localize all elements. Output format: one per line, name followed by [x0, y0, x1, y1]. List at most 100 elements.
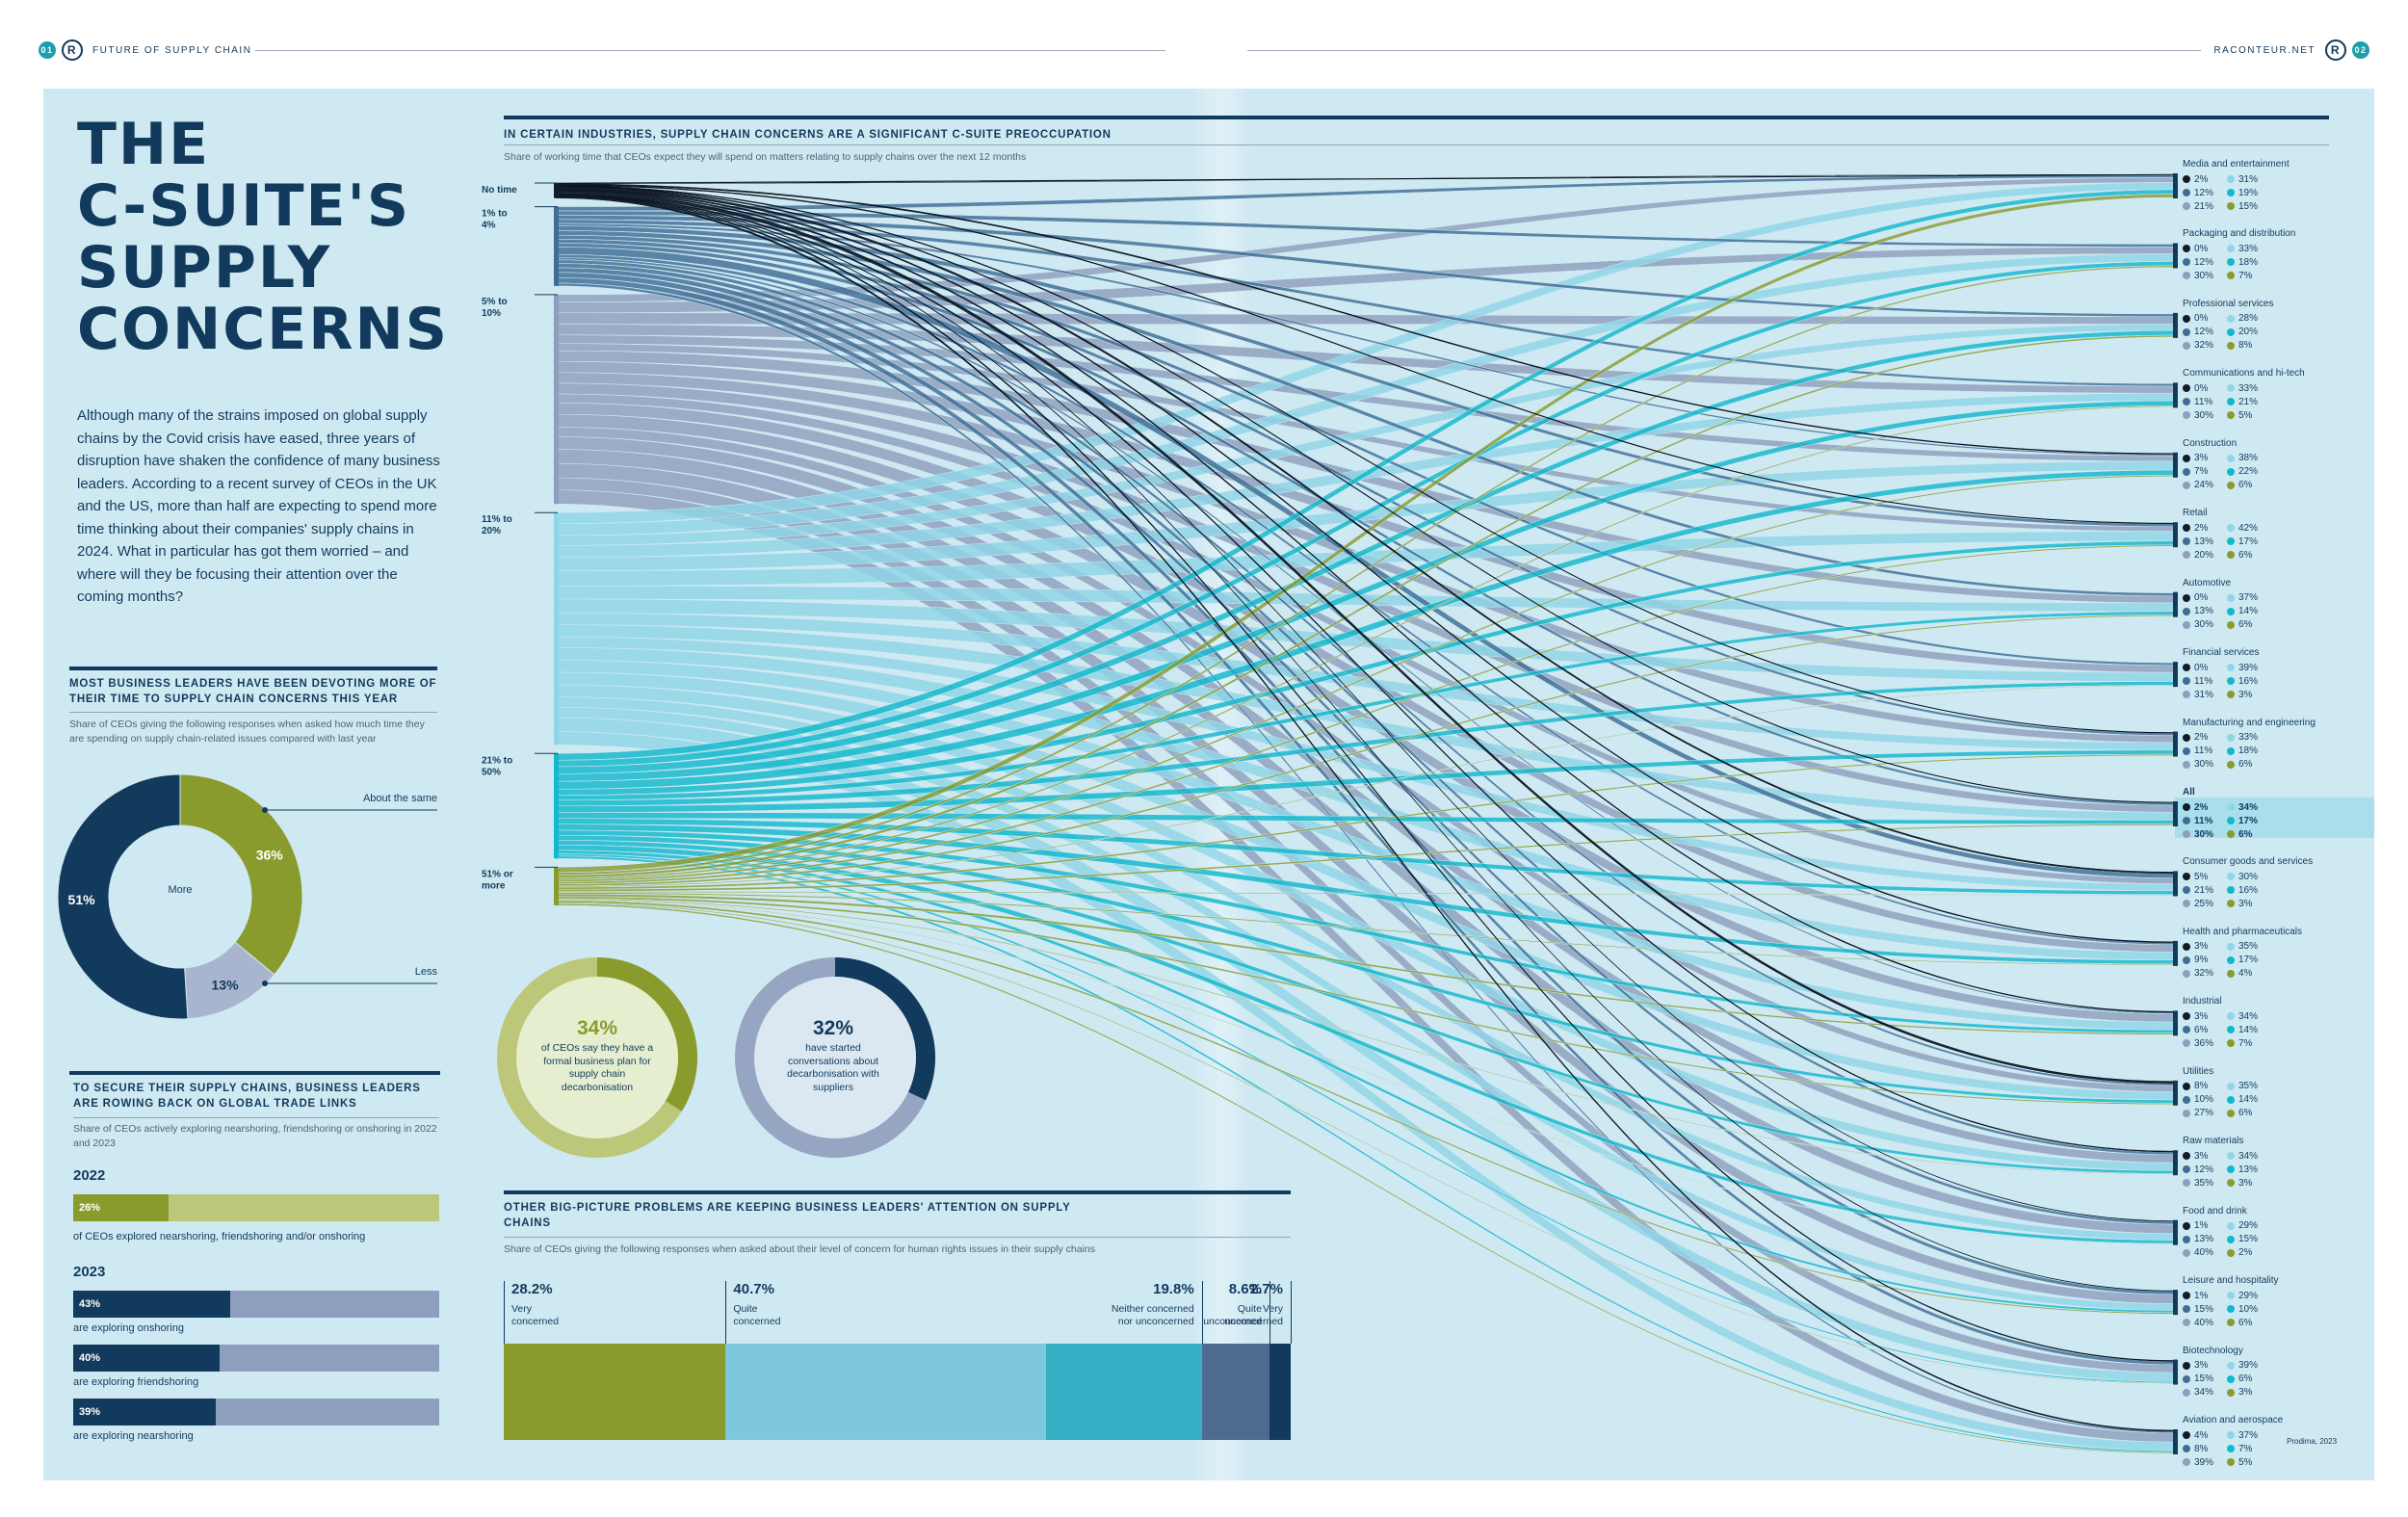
industry-value: 3%: [2183, 1359, 2227, 1373]
industry-value: 12%: [2183, 326, 2227, 339]
industry-values: 4% 37% 8% 7% 39% 5%: [2183, 1428, 2366, 1469]
industry-values: 3% 39% 15% 6% 34% 3%: [2183, 1359, 2366, 1399]
industry-value: 19%: [2227, 186, 2271, 199]
industry-value: 2%: [2183, 521, 2227, 535]
concern-label: 40.7% Quite concerned: [733, 1281, 780, 1328]
industry-value: 42%: [2227, 521, 2271, 535]
industry-value: 12%: [2183, 1163, 2227, 1176]
legend-dot-icon: [2183, 691, 2190, 699]
legend-dot-icon: [2183, 746, 2190, 755]
sankey-source-node: [554, 183, 559, 198]
industry-label-group: Aviation and aerospace 4% 37% 8% 7% 39% 5%: [2183, 1415, 2366, 1469]
industry-value: 37%: [2227, 1428, 2271, 1442]
donut-section-subtitle: Share of CEOs giving the following respo…: [69, 719, 425, 745]
industry-values: 3% 34% 12% 13% 35% 3%: [2183, 1149, 2366, 1190]
industry-value: 4%: [2227, 967, 2271, 981]
legend-dot-icon: [2183, 1374, 2190, 1383]
legend-dot-icon: [2183, 1152, 2190, 1161]
sankey-source-node: [554, 294, 559, 505]
sankey-subtitle: Share of working time that CEOs expect t…: [504, 151, 1027, 163]
industry-value: 7%: [2227, 1036, 2271, 1050]
sankey-destination-node: [2173, 173, 2178, 198]
legend-dot-icon: [2227, 1165, 2235, 1174]
sankey-source-label: 4%: [482, 221, 496, 231]
legend-dot-icon: [2227, 1179, 2235, 1188]
donut-value-label: 36%: [256, 847, 284, 862]
industry-value: 2%: [2227, 1246, 2271, 1260]
industry-value: 39%: [2227, 661, 2271, 674]
legend-dot-icon: [2227, 955, 2235, 964]
sankey-source-label: 50%: [482, 767, 501, 777]
legend-dot-icon: [2183, 537, 2190, 546]
industry-value: 18%: [2227, 255, 2271, 269]
legend-dot-icon: [2227, 537, 2235, 546]
concern-label: 8.6% Quite unconcerned: [1069, 1281, 1262, 1328]
legend-dot-icon: [2227, 314, 2235, 323]
industry-value: 3%: [2227, 897, 2271, 910]
industry-name: Construction: [2183, 437, 2238, 449]
trade-bar-label: of CEOs explored nearshoring, friendshor…: [73, 1231, 366, 1242]
industry-value: 15%: [2227, 199, 2271, 213]
legend-dot-icon: [2227, 327, 2235, 336]
industry-value: 1%: [2183, 1289, 2227, 1302]
industry-value: 11%: [2183, 814, 2227, 827]
industry-value: 28%: [2227, 312, 2271, 326]
decarb-right-text: 32% have started conversations about dec…: [761, 1017, 905, 1094]
trade-bar-2022: 26%: [73, 1194, 439, 1221]
legend-dot-icon: [2227, 1012, 2235, 1021]
chart-source: Prodima, 2023: [2287, 1437, 2338, 1446]
legend-dot-icon: [2183, 607, 2190, 615]
sankey-destination-node: [2173, 452, 2178, 478]
sankey-source-label: 10%: [482, 308, 501, 319]
industry-value: 21%: [2183, 199, 2227, 213]
sankey-source-label: more: [482, 880, 506, 891]
industry-label-group: Packaging and distribution 0% 33% 12% 18% 30%…: [2183, 228, 2366, 282]
industry-label-group: Biotechnology 3% 39% 15% 6% 34% 3%: [2183, 1346, 2366, 1399]
industry-value: 1%: [2183, 1219, 2227, 1233]
industry-value: 30%: [2183, 758, 2227, 772]
decarb-left-text: 34% of CEOs say they have a formal busin…: [525, 1017, 669, 1094]
sankey-source-label: 5% to: [482, 297, 508, 307]
industry-name: All: [2183, 787, 2195, 798]
legend-dot-icon: [2183, 1305, 2190, 1314]
industry-values: 1% 29% 15% 10% 40% 6%: [2183, 1289, 2366, 1329]
legend-dot-icon: [2183, 1292, 2190, 1300]
legend-dot-icon: [2183, 1431, 2190, 1439]
industry-value: 39%: [2183, 1455, 2227, 1469]
industry-value: 2%: [2183, 800, 2227, 814]
industry-name: Aviation and aerospace: [2183, 1415, 2284, 1425]
legend-dot-icon: [2183, 258, 2190, 267]
legend-dot-icon: [2227, 175, 2235, 183]
trade-bar-label: are exploring onshoring: [73, 1322, 184, 1334]
legend-dot-icon: [2227, 1388, 2235, 1397]
industry-values: 1% 29% 13% 15% 40% 2%: [2183, 1219, 2366, 1260]
industry-value: 34%: [2183, 1386, 2227, 1399]
industry-value: 29%: [2227, 1289, 2271, 1302]
concern-value: 2.7%: [1249, 1281, 1283, 1297]
donut-label-less: Less: [415, 966, 438, 978]
industry-values: 2% 31% 12% 19% 21% 15%: [2183, 172, 2366, 213]
industry-label-group: Communications and hi-tech 0% 33% 11% 21% 30%…: [2183, 368, 2366, 422]
legend-dot-icon: [2183, 1248, 2190, 1257]
industry-value: 8%: [2183, 1442, 2227, 1455]
donut-slice-more: [58, 773, 189, 1020]
industry-value: 22%: [2227, 465, 2271, 479]
industry-name: Raw materials: [2183, 1136, 2244, 1147]
legend-dot-icon: [2227, 817, 2235, 824]
industry-label-group: Food and drink 1% 29% 13% 15% 40% 2%: [2183, 1206, 2366, 1260]
sankey-destination-node: [2173, 731, 2178, 757]
page-header-right: RACONTEUR.NET R 02: [2213, 37, 2369, 64]
industry-value: 30%: [2183, 269, 2227, 282]
section-rule: [504, 1190, 1291, 1194]
industry-value: 38%: [2227, 452, 2271, 465]
industry-value: 2%: [2183, 731, 2227, 745]
industry-value: 16%: [2227, 674, 2271, 688]
decarb-right-caption: have started conversations about decarbo…: [787, 1042, 879, 1093]
legend-dot-icon: [2227, 1082, 2235, 1090]
industry-name: Retail: [2183, 508, 2208, 519]
sankey-destination-node: [2173, 312, 2178, 338]
trade-bar-fill: 26%: [73, 1194, 169, 1221]
legend-dot-icon: [2183, 873, 2190, 881]
industry-label-group: Utilities 8% 35% 10% 14% 27% 6%: [2183, 1066, 2366, 1120]
legend-dot-icon: [2183, 384, 2190, 393]
